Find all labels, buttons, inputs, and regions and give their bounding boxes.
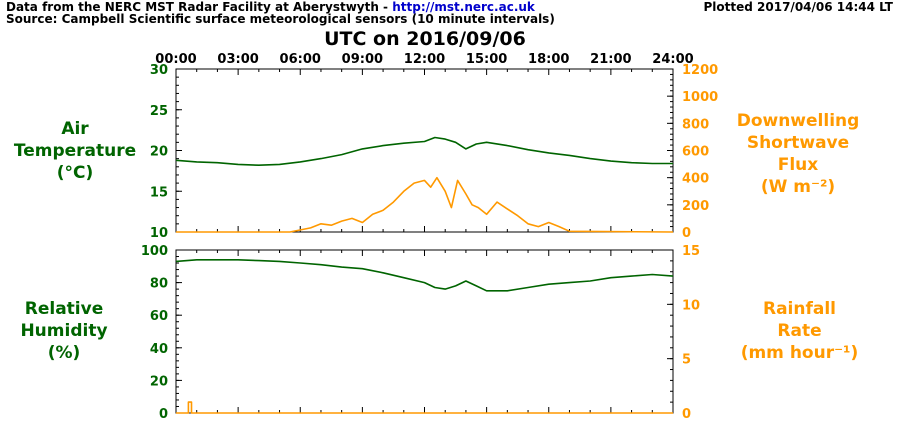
x-tick-label: 12:00	[404, 52, 445, 67]
humidity-y-right-tick-label: 15	[682, 244, 700, 259]
temperature-label-line-1: Air	[61, 119, 89, 139]
air-temperature-line	[175, 136, 673, 166]
humidity-panel-frame	[175, 249, 674, 414]
humidity-y-left-tick-label: 20	[150, 374, 168, 389]
rainfall-axis-label: Rainfall Rate (mm hour⁻¹)	[722, 298, 877, 364]
temp-y-right-tick-label: 200	[682, 199, 709, 214]
x-tick-label: 00:00	[155, 52, 196, 67]
humidity-label-line-1: Relative	[24, 299, 104, 319]
x-tick-label: 18:00	[528, 52, 569, 67]
temperature-axis-label: Air Temperature (°C)	[0, 118, 150, 184]
rainfall-label-line-2: Rate	[777, 321, 822, 341]
rainfall-label-line-1: Rainfall	[762, 299, 836, 319]
relative-humidity-line	[175, 258, 674, 292]
temp-y-left-tick-label: 10	[150, 226, 168, 241]
x-tick-label: 06:00	[280, 52, 321, 67]
temp-y-left-tick-label: 25	[150, 104, 168, 119]
temp-y-right-tick-label: 1200	[682, 63, 718, 78]
temp-y-right-tick-label: 0	[682, 226, 691, 241]
humidity-y-right-tick-label: 5	[682, 353, 691, 368]
temperature-label-line-3: (°C)	[56, 163, 94, 183]
humidity-y-right-tick-label: 0	[682, 407, 691, 422]
x-tick-label: 09:00	[342, 52, 383, 67]
humidity-y-left-tick-label: 0	[159, 407, 168, 422]
plotted-timestamp: Plotted 2017/04/06 14:44 LT	[703, 0, 894, 14]
x-tick-label: 15:00	[466, 52, 507, 67]
humidity-y-left-tick-label: 80	[150, 277, 168, 292]
source-line-2: Source: Campbell Scientific surface mete…	[6, 12, 555, 26]
shortwave-label-line-3: Flux	[777, 155, 819, 175]
humidity-y-left-tick-label: 40	[150, 342, 168, 357]
x-tick-label: 21:00	[590, 52, 631, 67]
humidity-y-right-tick-label: 10	[682, 298, 700, 313]
temp-y-left-tick-label: 30	[150, 63, 168, 78]
humidity-axis-label: Relative Humidity (%)	[0, 298, 128, 364]
rainfall-rate-line	[176, 401, 673, 414]
source-line-1: Data from the NERC MST Radar Facility at…	[6, 1, 535, 14]
rainfall-label-line-3: (mm hour⁻¹)	[740, 343, 859, 363]
temp-panel-frame	[175, 68, 674, 233]
temperature-label-line-2: Temperature	[13, 141, 137, 161]
temp-y-right-tick-label: 400	[682, 172, 709, 187]
humidity-y-left-tick-label: 60	[150, 309, 168, 324]
shortwave-label-line-4: (W m⁻²)	[760, 177, 836, 197]
x-tick-label: 03:00	[217, 52, 258, 67]
temp-y-left-tick-label: 20	[150, 145, 168, 160]
humidity-label-line-2: Humidity	[20, 321, 108, 341]
humidity-y-left-tick-label: 100	[141, 244, 168, 259]
x-tick-label: 24:00	[652, 52, 693, 67]
shortwave-label-line-1: Downwelling	[736, 111, 860, 131]
temp-y-right-tick-label: 1000	[682, 90, 718, 105]
shortwave-label-line-2: Shortwave	[746, 133, 850, 153]
source-prefix: Data from the NERC MST Radar Facility at…	[6, 0, 393, 14]
downwelling-shortwave-flux-line	[176, 176, 674, 233]
chart-title: UTC on 2016/09/06	[324, 28, 526, 50]
temp-y-right-tick-label: 800	[682, 117, 709, 132]
source-link[interactable]: http://mst.nerc.ac.uk	[392, 0, 535, 14]
temp-y-left-tick-label: 15	[150, 185, 168, 200]
shortwave-axis-label: Downwelling Shortwave Flux (W m⁻²)	[718, 110, 878, 198]
temp-y-right-tick-label: 600	[682, 145, 709, 160]
humidity-label-line-3: (%)	[47, 343, 81, 363]
